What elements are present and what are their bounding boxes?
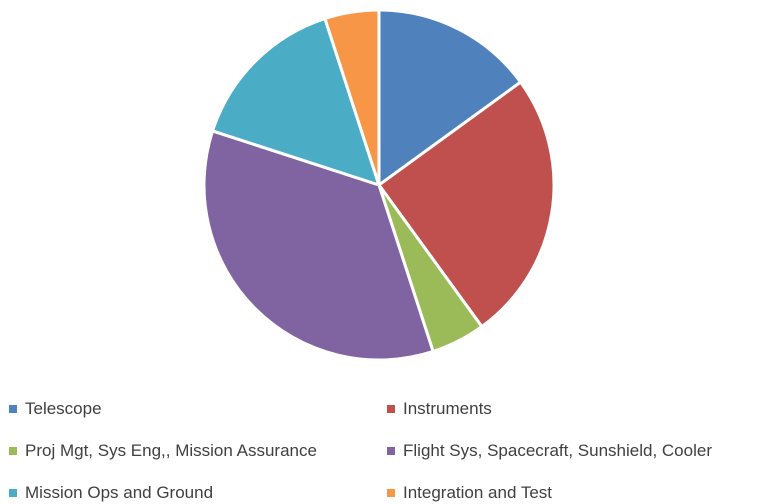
legend-item-instruments: Instruments <box>387 399 492 419</box>
legend-item-proj-mgt: Proj Mgt, Sys Eng,, Mission Assurance <box>9 441 317 461</box>
legend-swatch-instruments <box>387 405 395 413</box>
legend-label-telescope: Telescope <box>25 399 102 418</box>
legend-swatch-mission-ops <box>9 489 17 497</box>
legend-swatch-telescope <box>9 405 17 413</box>
pie-slice-instruments <box>377 80 556 329</box>
legend-item-integration-test: Integration and Test <box>387 483 552 503</box>
legend-item-mission-ops: Mission Ops and Ground <box>9 483 213 503</box>
legend-item-telescope: Telescope <box>9 399 102 419</box>
legend-swatch-flight-sys <box>387 447 395 455</box>
legend-label-instruments: Instruments <box>403 399 492 418</box>
legend: Telescope Instruments Proj Mgt, Sys Eng,… <box>0 392 761 504</box>
legend-label-flight-sys: Flight Sys, Spacecraft, Sunshield, Coole… <box>403 441 712 460</box>
legend-label-integration-test: Integration and Test <box>403 483 553 502</box>
legend-item-flight-sys: Flight Sys, Spacecraft, Sunshield, Coole… <box>387 441 712 461</box>
legend-label-mission-ops: Mission Ops and Ground <box>25 483 214 502</box>
legend-label-proj-mgt: Proj Mgt, Sys Eng,, Mission Assurance <box>25 441 317 460</box>
pie-slice-telescope <box>377 8 523 187</box>
pie-slice-flight-sys-spacecraft-sunshield-cooler <box>202 129 435 362</box>
legend-swatch-proj-mgt <box>9 447 17 455</box>
legend-swatch-integration-test <box>387 489 395 497</box>
pie-plot-area <box>202 8 556 362</box>
pie-slice-integration-and-test <box>323 8 381 187</box>
